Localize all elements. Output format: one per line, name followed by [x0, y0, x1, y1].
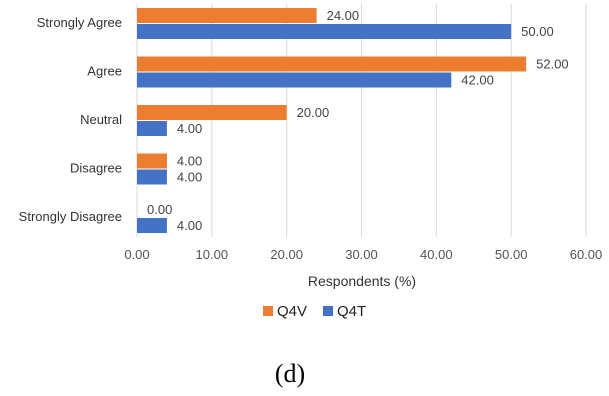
data-label: 4.00	[177, 170, 202, 185]
legend-swatch-q4v	[263, 306, 273, 316]
category-label: Neutral	[80, 112, 122, 127]
category-label: Disagree	[70, 161, 122, 176]
bar-q4t	[137, 121, 167, 136]
x-tick-label: 20.00	[270, 247, 303, 262]
x-tick-label: 0.00	[124, 247, 149, 262]
bars	[137, 8, 527, 233]
category-label: Strongly Agree	[37, 15, 122, 30]
legend-label: Q4T	[337, 303, 366, 320]
legend-label: Q4V	[277, 303, 307, 320]
legend: Q4V Q4T	[263, 303, 366, 320]
data-label: 4.00	[177, 154, 202, 169]
category-label: Agree	[87, 64, 122, 79]
bar-q4t	[137, 169, 167, 185]
bar-q4v	[137, 105, 287, 120]
data-label: 4.00	[177, 121, 202, 136]
x-tick-label: 60.00	[570, 247, 603, 262]
bar-q4t	[137, 72, 452, 88]
bar-q4v	[137, 153, 167, 169]
bar-q4t	[137, 218, 167, 233]
category-label: Strongly Disagree	[19, 209, 122, 224]
x-tick-label: 30.00	[345, 247, 378, 262]
bar-q4t	[137, 24, 512, 39]
bar-q4v	[137, 8, 317, 23]
x-tick-label: 40.00	[420, 247, 453, 262]
data-labels: 24.0050.0052.0042.0020.004.004.004.000.0…	[147, 8, 569, 233]
bar-q4v	[137, 56, 527, 72]
x-tick-label: 50.00	[495, 247, 528, 262]
data-label: 20.00	[297, 105, 330, 120]
data-label: 0.00	[147, 202, 172, 217]
tick-labels: 0.00 10.00 20.00 30.00 40.00 50.00 60.00	[124, 247, 602, 262]
data-label: 42.00	[461, 73, 494, 88]
data-label: 52.00	[536, 57, 569, 72]
legend-swatch-q4t	[323, 306, 333, 316]
figure-caption: (d)	[275, 359, 305, 388]
data-label: 50.00	[521, 24, 554, 39]
data-label: 4.00	[177, 218, 202, 233]
data-label: 24.00	[327, 8, 360, 23]
x-axis-title: Respondents (%)	[308, 273, 416, 289]
grid-lines	[136, 4, 587, 237]
x-tick-label: 10.00	[196, 247, 229, 262]
category-labels: Strongly Agree Agree Neutral Disagree Strong…	[19, 15, 122, 224]
